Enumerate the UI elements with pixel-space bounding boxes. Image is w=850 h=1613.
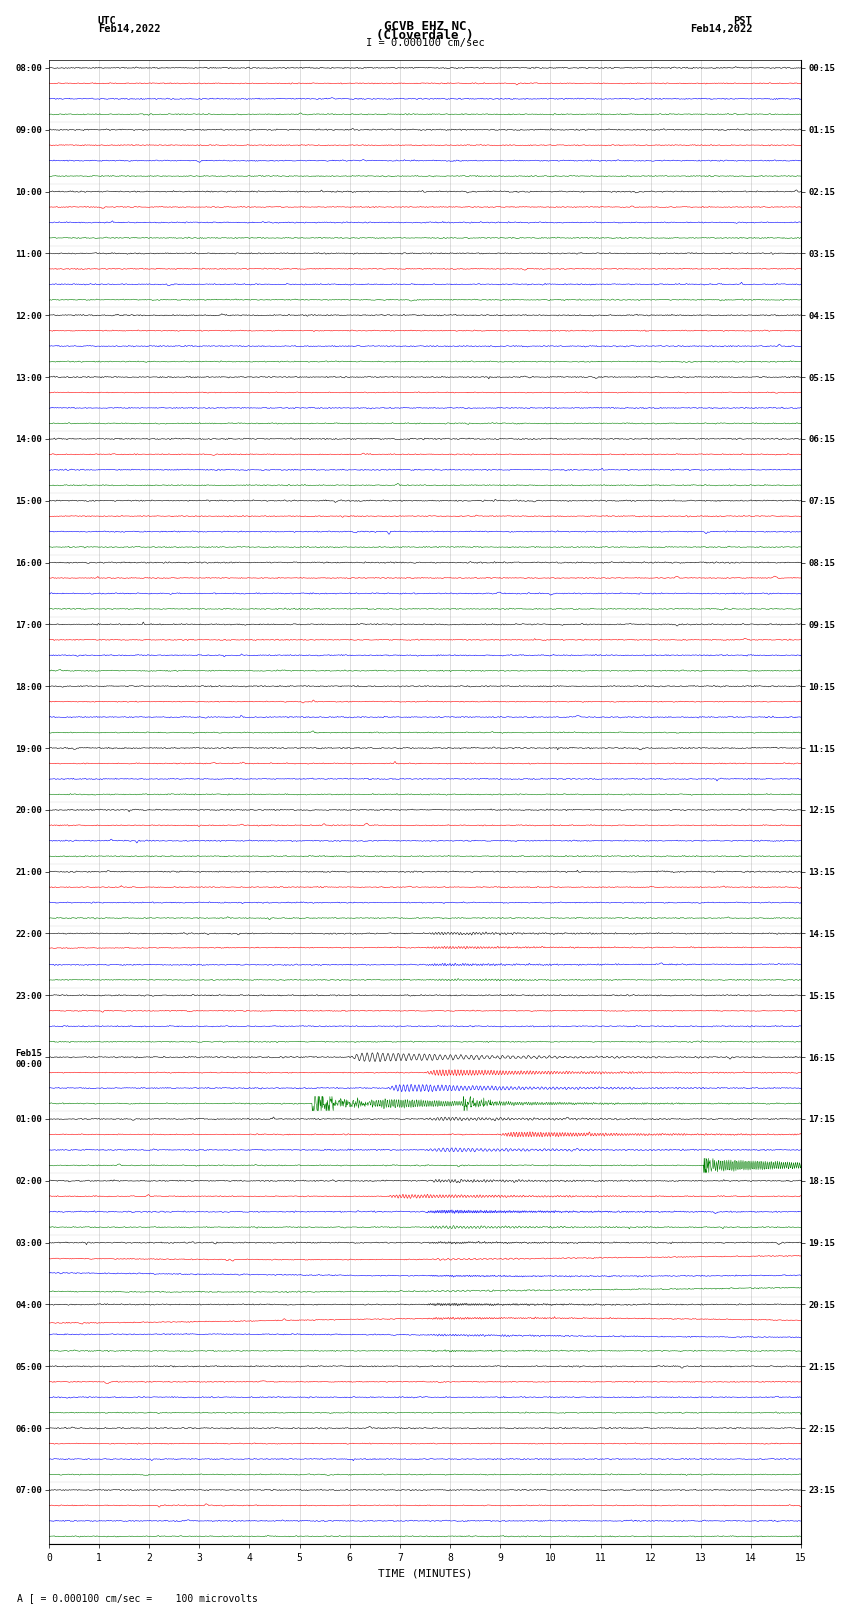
- Text: UTC: UTC: [98, 16, 116, 26]
- Text: Feb14,2022: Feb14,2022: [98, 24, 161, 34]
- Text: GCVB EHZ NC: GCVB EHZ NC: [383, 19, 467, 34]
- Text: PST: PST: [734, 16, 752, 26]
- Text: I = 0.000100 cm/sec: I = 0.000100 cm/sec: [366, 37, 484, 48]
- Text: Feb14,2022: Feb14,2022: [689, 24, 752, 34]
- Text: (Cloverdale ): (Cloverdale ): [377, 29, 473, 42]
- Text: A [ = 0.000100 cm/sec =    100 microvolts: A [ = 0.000100 cm/sec = 100 microvolts: [17, 1594, 258, 1603]
- X-axis label: TIME (MINUTES): TIME (MINUTES): [377, 1569, 473, 1579]
